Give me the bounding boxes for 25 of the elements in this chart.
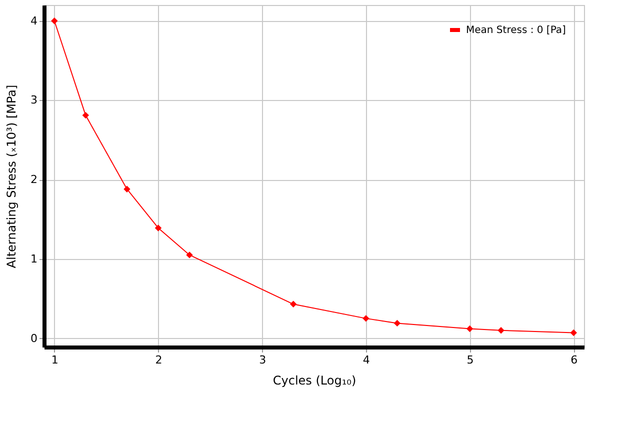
x-tick-label: 5 <box>466 354 474 366</box>
point <box>290 300 297 308</box>
point <box>124 186 130 192</box>
point <box>82 112 89 119</box>
y-tick-label: 4 <box>30 14 38 28</box>
x-tick-label: 4 <box>362 354 370 366</box>
y-tick-label: 3 <box>30 94 38 107</box>
point <box>570 329 577 336</box>
x-tick-label: 2 <box>155 354 162 366</box>
point <box>362 315 370 322</box>
point <box>51 18 58 24</box>
x-tick-label: 1 <box>51 354 58 366</box>
y-tick-label: 0 <box>30 332 38 345</box>
x-tick-label: 3 <box>259 354 266 366</box>
point <box>466 325 474 332</box>
point <box>154 224 162 232</box>
x-tick-label: 6 <box>570 354 578 366</box>
x-axis-title: Cycles (Log₁₀) <box>272 374 356 388</box>
legend-label: Mean Stress : 0 [Pa] <box>466 25 566 36</box>
y-axis-title: Alternating Stress (ₓ10³) [MPa] <box>4 84 18 268</box>
y-tick-label: 2 <box>30 173 38 186</box>
point <box>498 326 504 334</box>
point <box>394 320 401 327</box>
y-tick-label: 1 <box>30 252 38 266</box>
point <box>186 252 193 258</box>
